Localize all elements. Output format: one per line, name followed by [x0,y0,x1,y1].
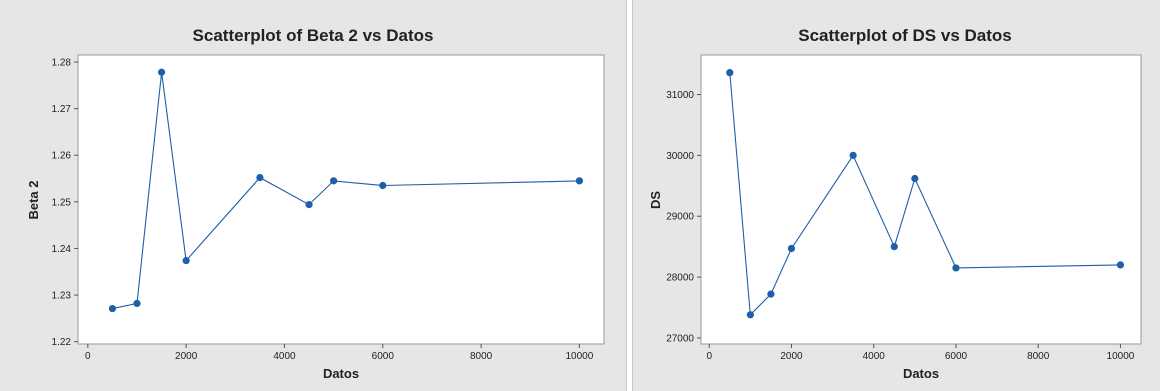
y-tick-label: 30000 [666,151,694,162]
chart-panel-ds: Scatterplot of DS vs Datos Datos DS 0 200… [632,0,1160,391]
data-point [726,69,734,77]
x-tick-label: 10000 [566,351,594,362]
y-tick-label: 1.23 [52,291,72,302]
data-point [1116,261,1125,269]
x-tick-label: 6000 [372,351,395,362]
x-tick-label: 4000 [273,351,296,362]
x-tick-label: 2000 [175,351,198,362]
data-point [108,304,117,313]
chart-title: Scatterplot of DS vs Datos [798,26,1012,45]
x-tick-label: 2000 [780,351,803,362]
y-tick-label: 1.27 [52,104,72,115]
data-point [890,243,898,251]
data-point [911,174,919,183]
data-point [157,68,166,76]
y-tick-label: 28000 [666,273,694,284]
y-axis-title: Beta 2 [26,180,41,219]
y-tick-label: 1.26 [52,151,72,162]
plot-area [77,54,605,345]
data-point [575,177,584,185]
plot-area [700,54,1142,345]
data-point [256,173,264,182]
data-point [767,290,775,298]
data-point [379,181,387,190]
y-tick-label: 1.24 [52,244,72,255]
chart-panel-beta2: Scatterplot of Beta 2 vs Datos Datos Bet… [0,0,627,391]
y-tick-label: 1.25 [52,197,72,208]
x-tick-label: 4000 [863,351,886,362]
data-point [952,264,960,272]
data-point [746,311,754,319]
x-tick-label: 6000 [945,351,968,362]
data-point [787,244,796,253]
x-axis-title: Datos [903,366,939,381]
x-tick-label: 0 [706,351,712,362]
y-tick-label: 31000 [666,90,694,101]
y-tick-label: 29000 [666,212,694,223]
x-tick-label: 10000 [1107,351,1135,362]
scatterplot-beta2-vs-datos: Scatterplot of Beta 2 vs Datos Datos Bet… [26,26,605,381]
y-axis-title: DS [648,191,663,209]
data-point [330,177,338,185]
data-point [305,201,313,209]
x-tick-label: 0 [85,351,91,362]
x-tick-label: 8000 [1027,351,1050,362]
data-point [133,299,141,308]
data-point [182,256,190,265]
chart-title: Scatterplot of Beta 2 vs Datos [193,26,434,45]
x-tick-label: 8000 [470,351,493,362]
y-tick-label: 27000 [666,333,694,344]
scatterplot-ds-vs-datos: Scatterplot of DS vs Datos Datos DS 0 200… [648,26,1142,381]
data-point [849,151,857,159]
y-tick-label: 1.28 [52,57,72,68]
y-tick-label: 1.22 [52,337,72,348]
x-axis-title: Datos [323,366,359,381]
